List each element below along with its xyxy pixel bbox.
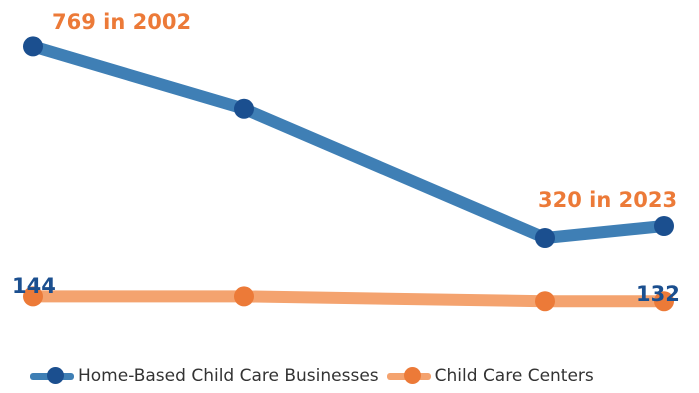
annotation-320-in-2023: 320 in 2023	[538, 188, 677, 212]
annotation-769-in-2002: 769 in 2002	[52, 10, 191, 34]
data-point-s1-2002	[23, 286, 43, 307]
data-point-s1-2023	[654, 291, 674, 312]
series-line-1	[27, 290, 670, 308]
legend: Home-Based Child Care Businesses Child C…	[30, 366, 602, 386]
data-point-s1-2008	[234, 286, 254, 307]
line-chart: 769 in 2002 320 in 2023 144 132	[12, 10, 680, 312]
data-point-s0-2020	[535, 228, 555, 248]
series-line-0	[27, 40, 670, 244]
data-point-s1-2020	[535, 291, 555, 312]
data-point-s0-2002	[23, 36, 43, 57]
data-point-s0-2008	[234, 98, 254, 119]
data-point-s0-2023	[654, 216, 674, 236]
legend-item-home-based: Home-Based Child Care Businesses	[30, 366, 379, 386]
legend-item-centers: Child Care Centers	[386, 366, 594, 386]
legend-swatch-centers	[386, 367, 431, 384]
annotation-132: 132	[636, 282, 680, 306]
legend-swatch-home-based	[30, 367, 74, 384]
annotation-144: 144	[12, 274, 56, 298]
legend-label-centers: Child Care Centers	[434, 366, 594, 386]
legend-label-home-based: Home-Based Child Care Businesses	[78, 366, 379, 386]
